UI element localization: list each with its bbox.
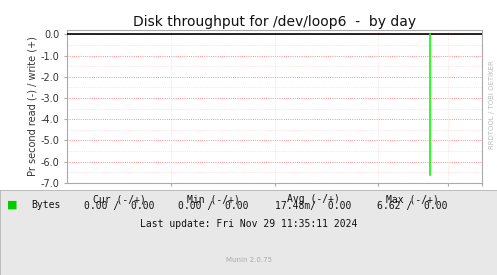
Text: ■: ■: [7, 200, 18, 210]
Text: 17.48m/  0.00: 17.48m/ 0.00: [275, 201, 351, 211]
Text: Munin 2.0.75: Munin 2.0.75: [226, 257, 271, 263]
Text: 0.00 /  0.00: 0.00 / 0.00: [84, 201, 155, 211]
Text: Bytes: Bytes: [31, 200, 60, 210]
Text: Last update: Fri Nov 29 11:35:11 2024: Last update: Fri Nov 29 11:35:11 2024: [140, 219, 357, 229]
Text: 6.62 /  0.00: 6.62 / 0.00: [377, 201, 448, 211]
Y-axis label: Pr second read (-) / write (+): Pr second read (-) / write (+): [28, 37, 38, 177]
Text: Avg (-/+): Avg (-/+): [287, 194, 339, 204]
Text: Cur (-/+): Cur (-/+): [93, 194, 146, 204]
Text: Min (-/+): Min (-/+): [187, 194, 240, 204]
Title: Disk throughput for /dev/loop6  -  by day: Disk throughput for /dev/loop6 - by day: [133, 15, 416, 29]
Text: Max (-/+): Max (-/+): [386, 194, 439, 204]
Text: RRDTOOL / TOBI OETIKER: RRDTOOL / TOBI OETIKER: [489, 60, 495, 149]
Text: 0.00 /  0.00: 0.00 / 0.00: [178, 201, 249, 211]
